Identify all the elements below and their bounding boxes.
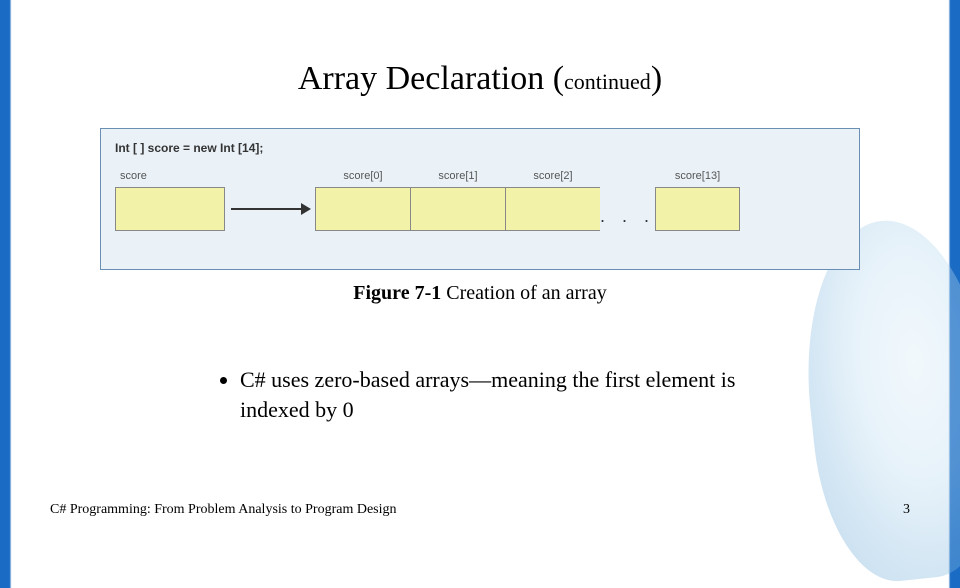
declaration-code: Int [ ] score = new Int [14]; [115,141,845,155]
slide-title: Array Declaration (continued) [50,60,910,98]
footer-page-number: 3 [903,502,910,518]
diagram-row: score score[0] score[1] score[2] [115,167,845,251]
bullet-item: C# uses zero-based arrays—meaning the fi… [240,365,800,424]
figure-text: Creation of an array [446,282,606,304]
title-subtitle: continued [564,69,651,94]
score-variable-label: score [120,170,147,182]
pointer-arrow [225,187,315,251]
title-main: Array Declaration [298,60,544,97]
cell-label-last: score[13] [675,170,720,182]
title-paren-close: ) [651,60,662,97]
ellipsis-dots: . . . [600,206,655,231]
cell-label-0: score[0] [343,170,382,182]
title-paren-open: ( [553,60,564,97]
arrow-head-icon [301,203,311,215]
figure-caption: Figure 7-1 Creation of an array [100,282,860,305]
array-cell-1: score[1] [410,187,505,231]
array-cell-2: score[2] [505,187,600,231]
array-cells: score[0] score[1] score[2] . . . score[1… [315,167,740,231]
array-cell-last: score[13] [655,187,740,231]
ellipsis-cell: . . . [600,187,655,231]
arrow-line [231,208,303,210]
cell-label-2: score[2] [533,170,572,182]
figure-number: Figure 7-1 [353,282,441,304]
footer-book-title: C# Programming: From Problem Analysis to… [50,502,397,518]
array-cell-0: score[0] [315,187,410,231]
score-variable-box: score [115,187,225,231]
cell-label-1: score[1] [438,170,477,182]
bullet-list: C# uses zero-based arrays—meaning the fi… [240,365,800,424]
array-diagram: Int [ ] score = new Int [14]; score scor… [100,128,860,270]
